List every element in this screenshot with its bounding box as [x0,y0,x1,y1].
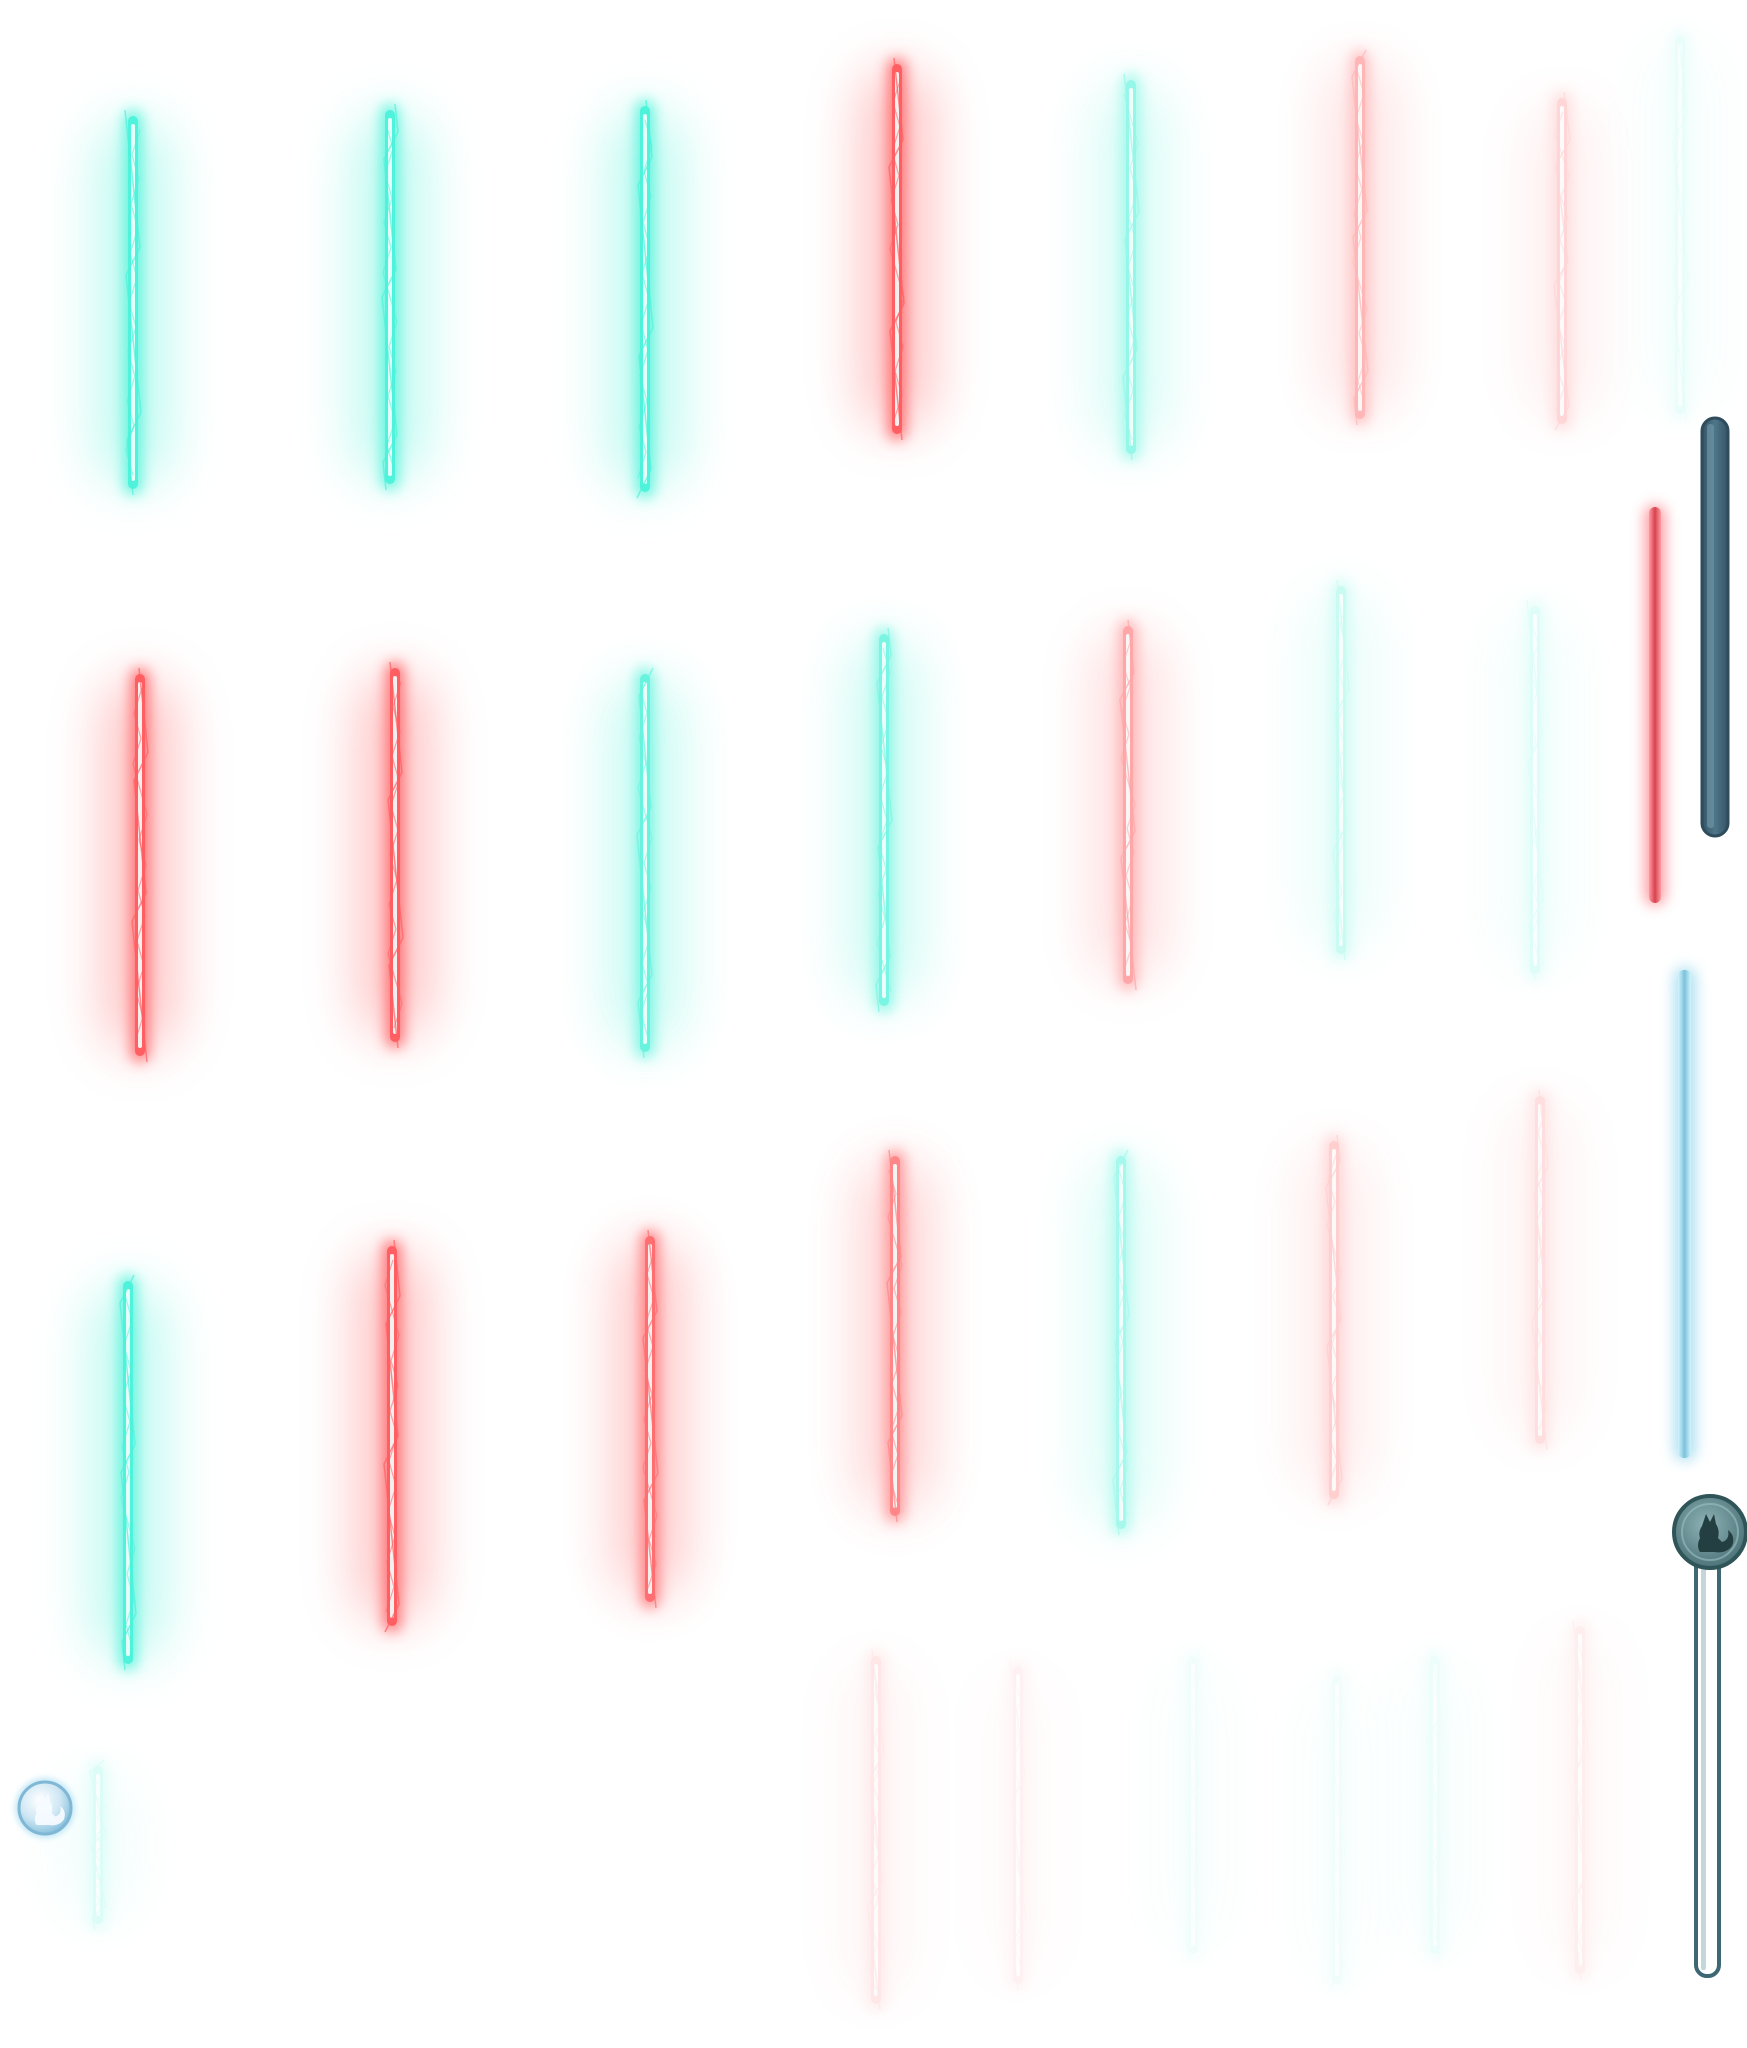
glow-streak-red [1322,49,1398,426]
glow-streak-red [859,57,935,441]
glow-streak-cyan [1328,1669,1346,1991]
glow-streak-cyan [60,1759,136,1931]
glow-streak-cyan [1303,579,1379,961]
dark-bar-frame [1700,416,1730,838]
glow-streak-red [354,1239,430,1633]
glow-streak-red [357,661,433,1049]
glow-streak-red [1502,1089,1578,1451]
slider-knob [1672,1494,1747,1570]
glow-streak-cyan [607,667,683,1059]
glow-streak-red [1524,91,1600,431]
squirrel-icon [34,1792,65,1826]
glow-streak-red [838,1649,914,2011]
glow-streak-red [1296,1134,1372,1506]
glow-streak-cyan [1642,29,1718,421]
glow-streak-red [1571,1619,1589,1981]
glow-streak-cyan [1426,1649,1444,1961]
glow-streak-cyan [1093,73,1169,461]
blue-glow-bar [1674,967,1696,1461]
glow-streak-cyan [1184,1649,1202,1961]
glow-streak-cyan [1083,1149,1159,1536]
glow-streak-cyan [1497,599,1573,981]
red-glow-bar [1645,505,1665,905]
glow-streak-red [1009,1659,1027,1991]
glow-streak-cyan [90,1274,166,1671]
slider-track [1694,1534,1721,1978]
glow-streak-cyan [846,627,922,1013]
glow-streak-red [1090,619,1166,991]
glow-streak-red [102,667,178,1063]
glow-streak-cyan [607,99,683,499]
glow-streak-red [857,1149,933,1523]
squirrel-icon [1698,1514,1734,1553]
glow-sprite-grid [60,29,1718,2011]
glow-streak-red [612,1229,688,1609]
round-bubble-icon [15,1778,75,1838]
glow-streak-cyan [352,103,428,491]
glow-streak-cyan [95,109,171,496]
